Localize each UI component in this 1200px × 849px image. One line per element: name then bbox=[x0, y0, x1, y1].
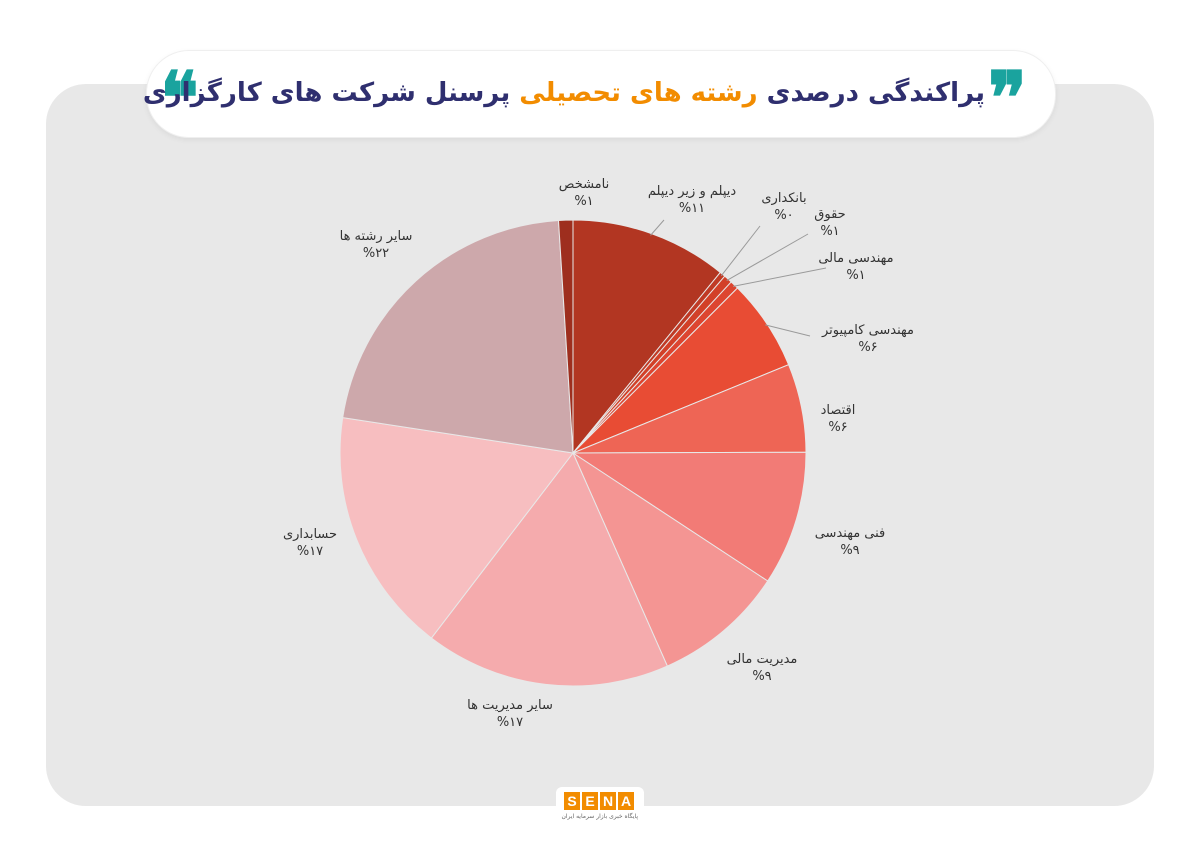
slice-label-name: دیپلم و زیر دیپلم bbox=[647, 184, 737, 199]
chart-title: پراکندگی درصدی رشته های تحصیلی پرسنل شرک… bbox=[143, 50, 985, 136]
slice-label-percent: %۶ bbox=[858, 340, 878, 355]
slice-label-name: مهندسی مالی bbox=[818, 251, 894, 266]
slice-label-8: سایر مدیریت ها %۱۷ bbox=[467, 697, 553, 731]
slice-label-9: حسابداری %۱۷ bbox=[283, 526, 337, 560]
slice-label-name: فنی مهندسی bbox=[814, 526, 886, 541]
slice-label-percent: %۱۷ bbox=[296, 544, 324, 559]
slice-label-percent: %۰ bbox=[774, 208, 794, 223]
pie-slice-0 bbox=[572, 219, 721, 455]
slice-label-11: نامشخص %۱ bbox=[559, 176, 609, 210]
leader-line-1 bbox=[720, 225, 761, 277]
slice-label-name: مدیریت مالی bbox=[726, 652, 798, 667]
pie-slice-7 bbox=[571, 451, 769, 667]
pie-slice-10 bbox=[342, 219, 574, 454]
quote-right-icon: ❞ bbox=[988, 55, 1027, 140]
slice-label-percent: %۱ bbox=[820, 224, 840, 239]
slice-label-percent: %۱ bbox=[574, 194, 594, 209]
slice-label-percent: %۹ bbox=[840, 543, 860, 558]
slice-label-4: مهندسی کامپیوتر %۶ bbox=[822, 322, 914, 356]
slice-label-name: نامشخص bbox=[558, 177, 610, 192]
pie-slice-9 bbox=[339, 417, 574, 639]
slice-label-name: حقوق bbox=[814, 207, 846, 222]
logo-letter-2: N bbox=[600, 792, 616, 810]
slice-label-1: بانکداری %۰ bbox=[761, 190, 806, 224]
slice-label-5: اقتصاد %۶ bbox=[821, 402, 856, 436]
quote-left-icon: ❝ bbox=[160, 55, 199, 140]
slice-label-name: سایر رشته ها bbox=[339, 229, 413, 244]
title-highlight: رشته های تحصیلی bbox=[519, 78, 758, 108]
logo-letter-1: E bbox=[582, 792, 598, 810]
leader-line-4 bbox=[765, 324, 811, 337]
slice-label-6: فنی مهندسی %۹ bbox=[815, 525, 886, 559]
slice-label-name: مهندسی کامپیوتر bbox=[821, 323, 915, 338]
slice-label-name: حسابداری bbox=[282, 527, 338, 542]
pie-slice-11 bbox=[557, 219, 574, 454]
slice-label-percent: %۱ bbox=[846, 268, 866, 283]
slice-label-0: دیپلم و زیر دیپلم %۱۱ bbox=[648, 183, 736, 217]
slice-label-2: حقوق %۱ bbox=[814, 206, 845, 240]
sena-logo-subtitle: پایگاه خبری بازار سرمایه ایران bbox=[561, 813, 638, 820]
logo-letter-0: S bbox=[564, 792, 580, 810]
slice-label-percent: %۹ bbox=[752, 669, 772, 684]
leader-line-3 bbox=[732, 267, 827, 287]
slice-label-percent: %۱۷ bbox=[496, 715, 524, 730]
slice-label-10: سایر رشته ها %۲۲ bbox=[340, 228, 413, 262]
slice-label-percent: %۲۲ bbox=[362, 246, 390, 261]
leader-line-0 bbox=[650, 219, 665, 236]
slice-label-percent: %۶ bbox=[828, 420, 848, 435]
title-pill bbox=[146, 50, 1056, 138]
slice-label-name: بانکداری bbox=[761, 191, 807, 206]
leader-line-2 bbox=[726, 233, 809, 281]
slice-label-3: مهندسی مالی %۱ bbox=[818, 250, 893, 284]
slice-label-percent: %۱۱ bbox=[678, 201, 706, 216]
logo-letter-3: A bbox=[618, 792, 634, 810]
title-part1: پراکندگی درصدی bbox=[766, 78, 985, 108]
pie-slice-6 bbox=[571, 451, 807, 582]
slice-label-name: سایر مدیریت ها bbox=[467, 698, 553, 713]
slice-label-7: مدیریت مالی %۹ bbox=[727, 651, 798, 685]
pie-slice-8 bbox=[430, 452, 668, 687]
slice-label-name: اقتصاد bbox=[820, 403, 856, 418]
title-part2: پرسنل شرکت های کارگزاری bbox=[142, 78, 511, 108]
